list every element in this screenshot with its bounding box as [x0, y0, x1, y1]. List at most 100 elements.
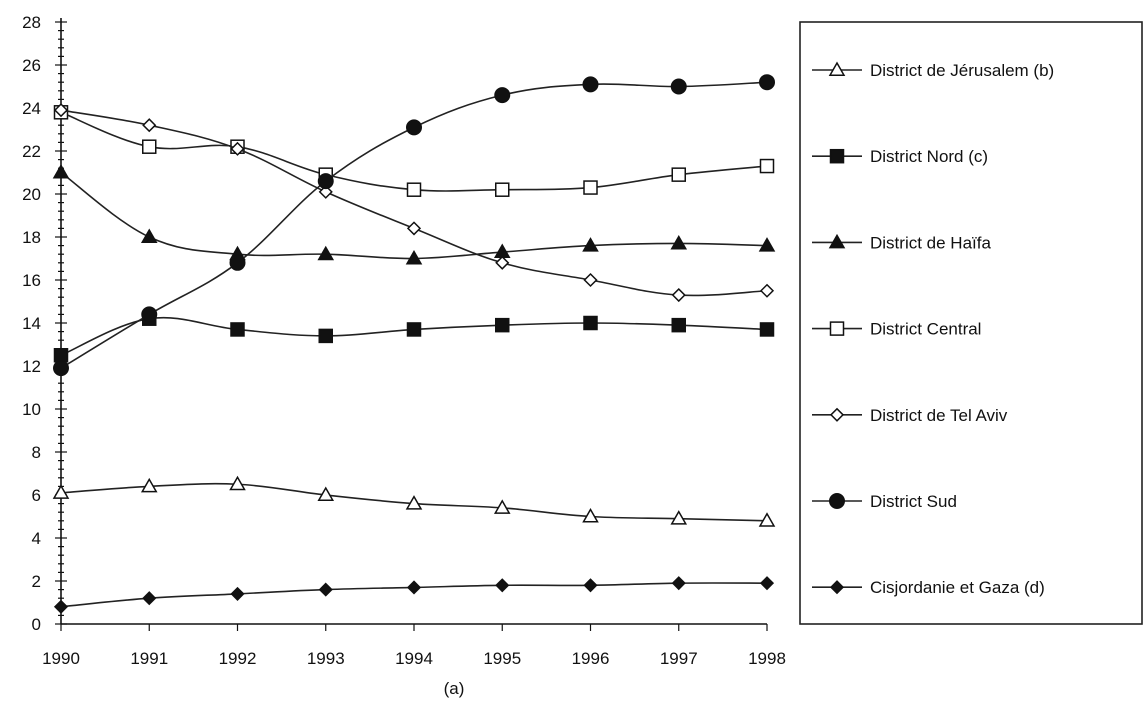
marker-triangle [229, 475, 246, 491]
marker-square [142, 139, 157, 154]
series-7 [53, 576, 775, 614]
marker-square [583, 180, 598, 195]
marker-circle [759, 74, 775, 91]
y-tick-label: 8 [32, 443, 41, 462]
legend-label: District Nord (c) [870, 147, 988, 166]
legend: District de Jérusalem (b) District Nord (… [799, 21, 1143, 625]
marker-diamond [230, 141, 245, 156]
marker-triangle [670, 234, 688, 250]
marker-diamond [583, 578, 598, 593]
marker-diamond [829, 580, 845, 595]
marker-triangle [758, 512, 776, 527]
x-tick-label: 1990 [42, 649, 80, 668]
marker-diamond [671, 287, 686, 303]
marker-circle [582, 76, 599, 93]
marker-diamond [406, 221, 422, 236]
y-tick-label: 20 [22, 185, 41, 204]
legend-item: District de Tel Aviv [812, 406, 1008, 425]
marker-square [583, 315, 598, 331]
legend-item: District de Jérusalem (b) [812, 61, 1054, 80]
marker-square [671, 317, 686, 333]
marker-circle [141, 306, 158, 323]
series-line [60, 81, 768, 369]
y-tick-label: 14 [22, 314, 41, 333]
y-tick-label: 10 [22, 400, 41, 419]
marker-diamond [318, 184, 333, 199]
x-tick-label: 1991 [130, 649, 168, 668]
marker-square [230, 322, 245, 337]
marker-triangle [317, 245, 335, 261]
y-tick-label: 26 [22, 56, 41, 75]
legend-label: Cisjordanie et Gaza (d) [870, 578, 1045, 597]
legend-label: District Central [870, 320, 981, 339]
marker-diamond [759, 576, 775, 591]
legend-item: District de Haïfa [812, 233, 991, 252]
marker-diamond [406, 580, 422, 595]
marker-diamond [759, 283, 775, 298]
series-2 [53, 311, 775, 363]
marker-diamond [829, 407, 845, 422]
series-5 [53, 103, 775, 303]
marker-circle [406, 119, 422, 136]
marker-square [829, 148, 845, 164]
marker-triangle [670, 510, 688, 525]
marker-circle [670, 78, 687, 95]
series-3 [52, 163, 776, 265]
legend-label: District de Jérusalem (b) [870, 61, 1054, 80]
marker-square [759, 322, 775, 337]
x-tick-label: 1994 [395, 649, 433, 668]
marker-triangle [405, 495, 423, 510]
legend-label: District Sud [870, 492, 957, 511]
marker-triangle [828, 233, 846, 249]
series-6 [53, 74, 775, 377]
legend-label: District de Tel Aviv [870, 406, 1008, 425]
marker-circle [53, 360, 69, 377]
marker-square [495, 317, 510, 333]
x-tick-label: 1996 [572, 649, 610, 668]
marker-circle [229, 254, 246, 271]
y-tick-label: 12 [22, 357, 41, 376]
y-tick-label: 2 [32, 572, 41, 591]
marker-triangle [317, 486, 335, 501]
legend-item: District Central [812, 320, 981, 339]
marker-diamond [53, 599, 69, 614]
marker-square [53, 348, 69, 363]
y-tick-label: 4 [32, 529, 41, 548]
series-1 [52, 475, 776, 527]
marker-triangle [140, 228, 158, 243]
marker-square [406, 182, 422, 197]
marker-diamond [142, 118, 157, 133]
x-tick-label: 1998 [748, 649, 786, 668]
marker-triangle [52, 484, 70, 499]
marker-diamond [142, 591, 157, 606]
marker-square [829, 321, 845, 336]
marker-circle [317, 173, 334, 190]
marker-diamond [230, 586, 245, 601]
marker-circle [494, 87, 511, 104]
marker-square [406, 322, 422, 337]
marker-diamond [495, 255, 510, 270]
marker-triangle [582, 507, 599, 523]
marker-triangle [758, 237, 776, 252]
x-tick-label: 1995 [483, 649, 521, 668]
marker-square [318, 328, 333, 344]
y-tick-label: 24 [22, 99, 41, 118]
legend-label: District de Haïfa [870, 233, 991, 252]
marker-triangle [493, 499, 511, 514]
x-axis-label: (a) [444, 679, 465, 698]
legend-box [799, 21, 1143, 625]
x-tick-label: 1993 [307, 649, 345, 668]
legend-item: District Sud [812, 492, 957, 511]
marker-triangle [828, 61, 846, 76]
y-tick-label: 28 [22, 13, 41, 32]
y-tick-label: 22 [22, 142, 41, 161]
marker-diamond [318, 582, 333, 597]
marker-triangle [582, 237, 599, 252]
series-line [60, 109, 768, 297]
y-tick-label: 6 [32, 486, 41, 505]
x-tick-label: 1992 [219, 649, 257, 668]
marker-triangle [140, 477, 158, 493]
x-tick-label: 1997 [660, 649, 698, 668]
